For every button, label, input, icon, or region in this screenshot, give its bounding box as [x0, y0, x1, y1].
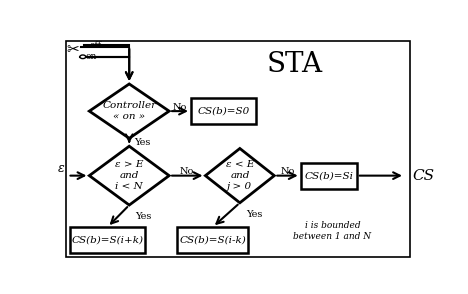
Text: CS: CS: [412, 169, 434, 183]
Text: ✂: ✂: [66, 43, 80, 58]
Text: CS(b)=S(i+k): CS(b)=S(i+k): [72, 236, 144, 245]
Polygon shape: [89, 146, 169, 205]
Bar: [70, 227, 145, 253]
Bar: [191, 98, 256, 124]
Text: i is bounded
between 1 and N: i is bounded between 1 and N: [293, 221, 372, 241]
Circle shape: [80, 55, 86, 59]
Text: Yes: Yes: [246, 211, 263, 219]
Text: No: No: [280, 167, 295, 176]
Text: Yes: Yes: [136, 212, 152, 220]
Text: No: No: [180, 167, 194, 176]
Text: CS(b)=S0: CS(b)=S0: [197, 107, 249, 116]
Bar: [177, 227, 248, 253]
Text: off: off: [89, 41, 102, 50]
Text: Controller
« on »: Controller « on »: [102, 101, 156, 121]
Text: CS(b)=Si: CS(b)=Si: [304, 171, 353, 180]
Text: Yes: Yes: [134, 138, 150, 147]
Polygon shape: [205, 148, 274, 203]
Text: ε < E
and
j > 0: ε < E and j > 0: [226, 160, 254, 191]
Text: ε: ε: [58, 161, 65, 175]
Text: CS(b)=S(i-k): CS(b)=S(i-k): [179, 236, 246, 245]
Text: No: No: [173, 103, 187, 111]
Polygon shape: [89, 84, 169, 138]
Bar: [300, 163, 357, 189]
Text: ε > E
and
i < N: ε > E and i < N: [115, 160, 144, 191]
Text: STA: STA: [266, 51, 322, 78]
Text: on: on: [86, 52, 97, 61]
